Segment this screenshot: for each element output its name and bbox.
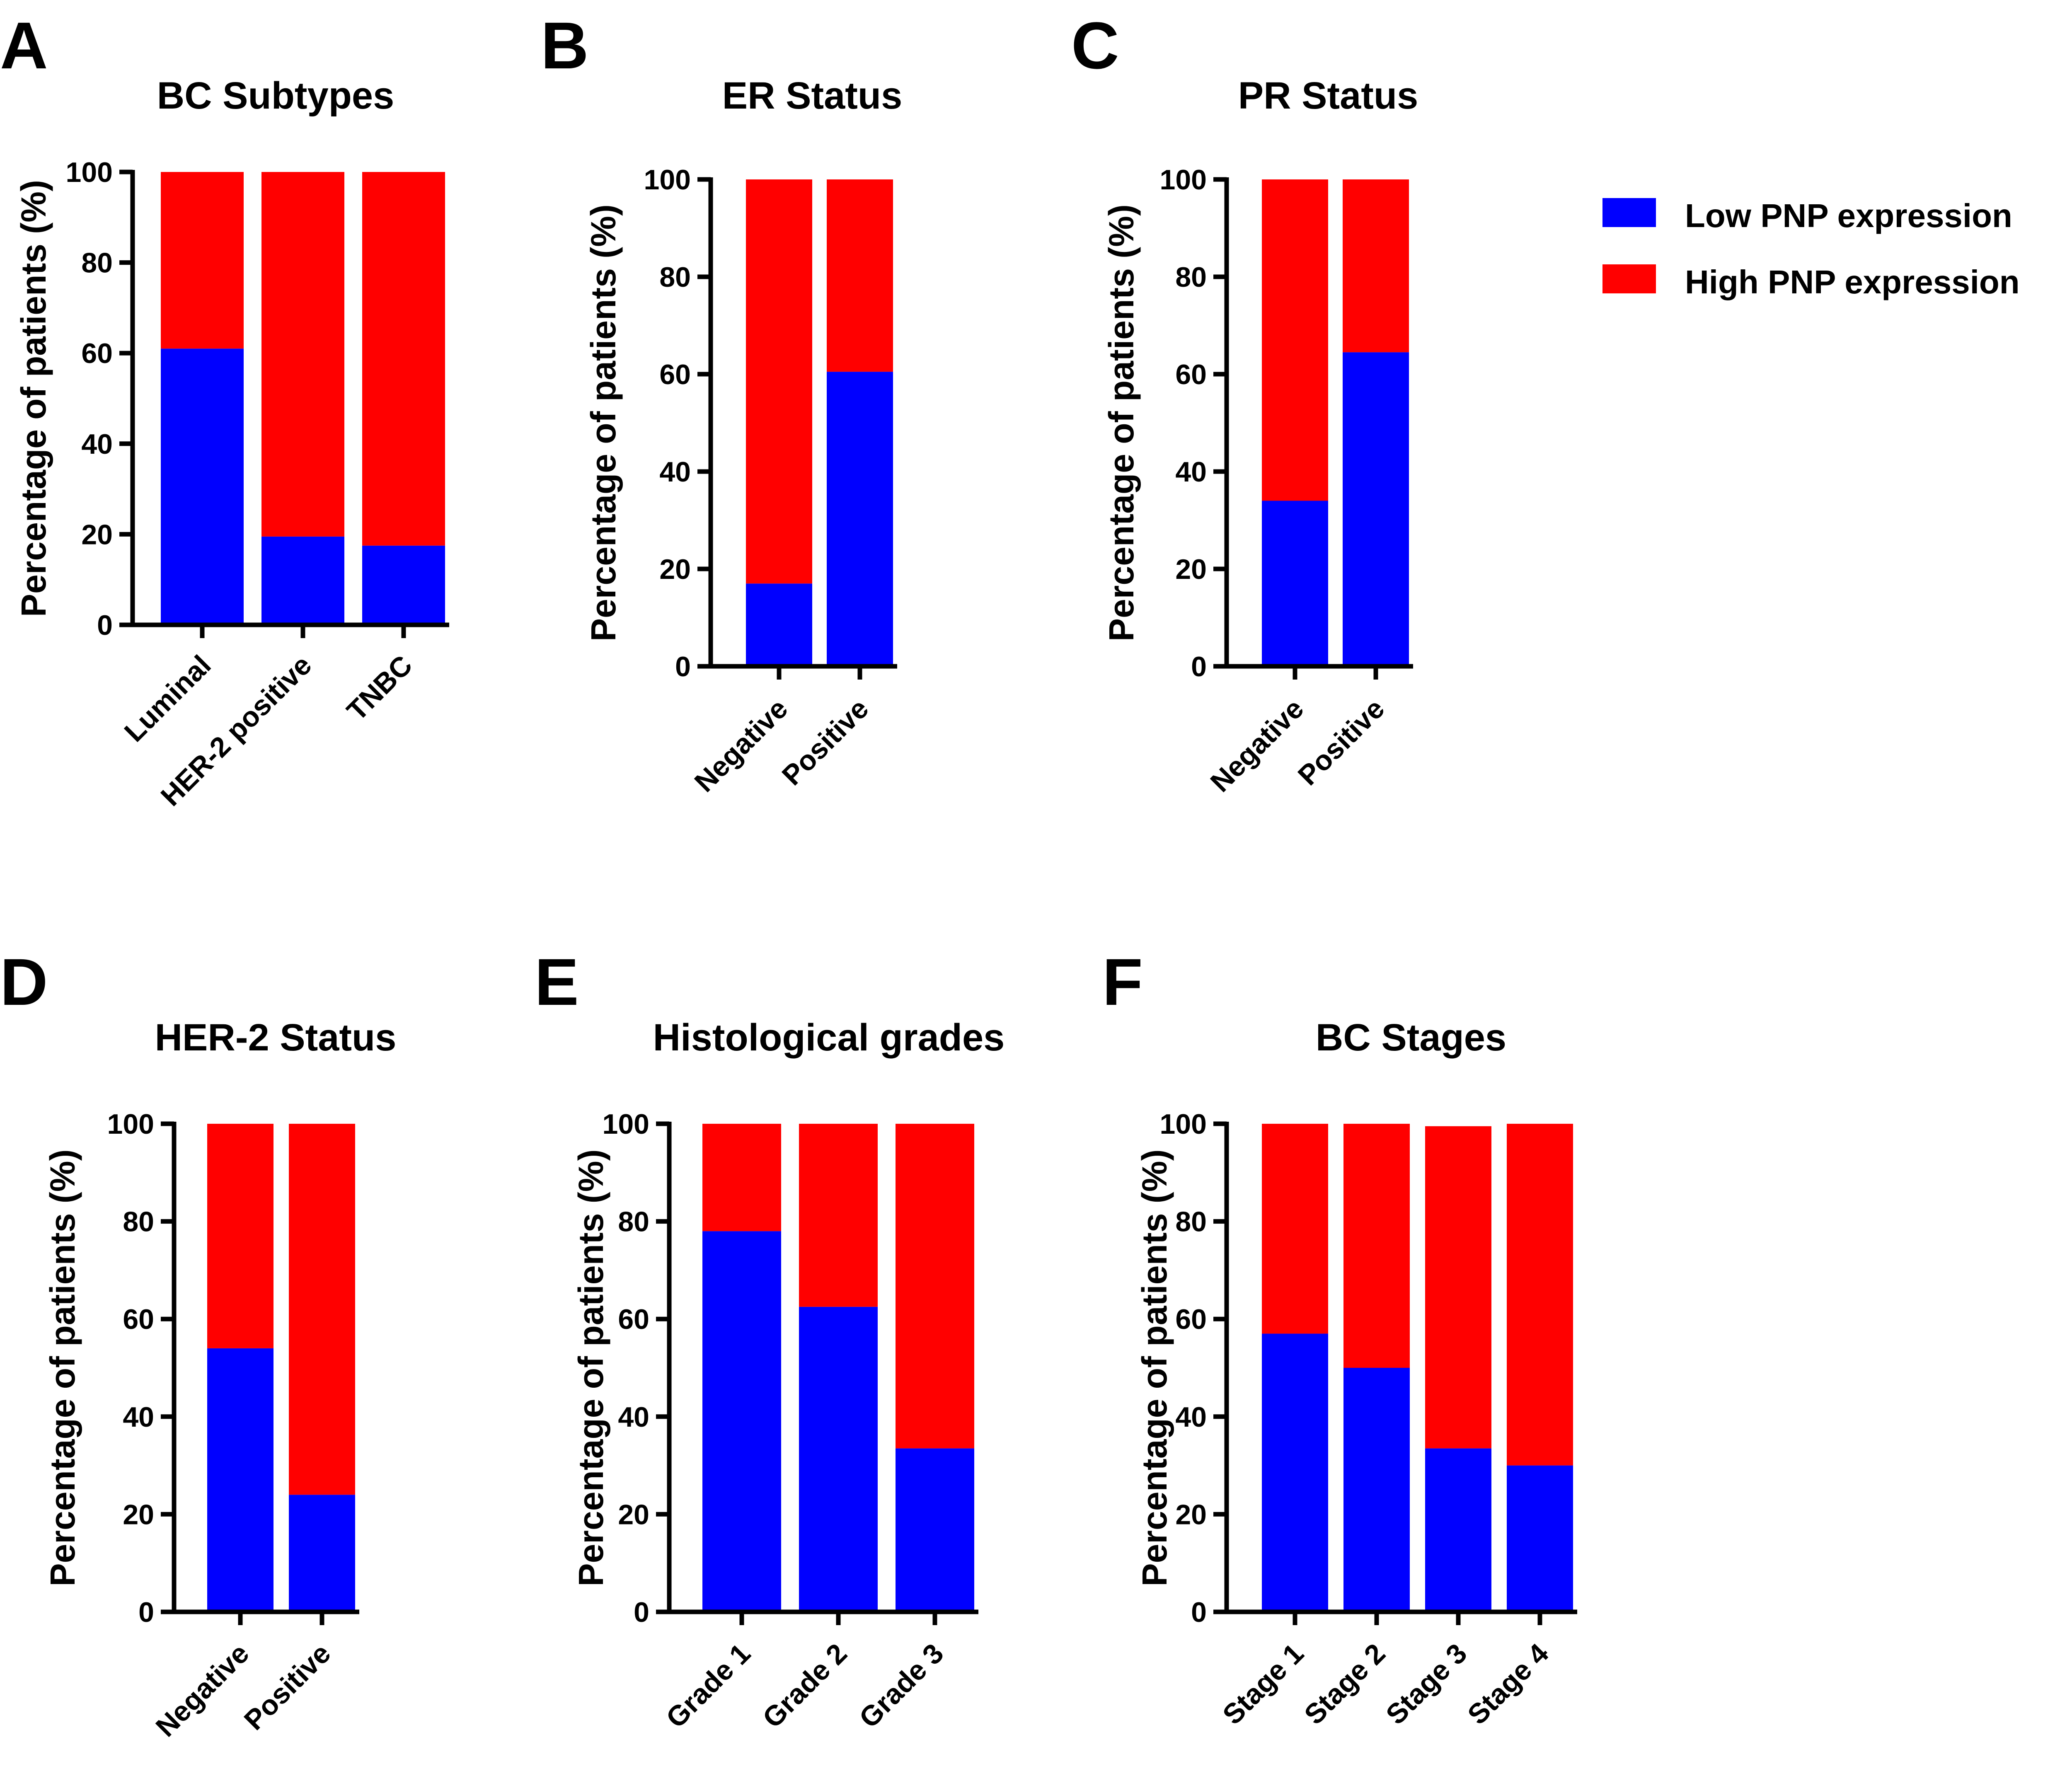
panel-c-letter: C	[1071, 8, 1119, 82]
panel-f-y-tick-label-40: 40	[1175, 1401, 1207, 1433]
legend-label-low: Low PNP expression	[1685, 197, 2012, 234]
panel-d-y-tick-label-20: 20	[123, 1499, 154, 1530]
panel-d-y-tick-label-80: 80	[123, 1206, 154, 1238]
panel-e-y-tick-label-80: 80	[618, 1206, 649, 1238]
panel-a-y-axis-label: Percentage of patients (%)	[14, 180, 53, 617]
panel-d-y-tick-label-60: 60	[123, 1304, 154, 1335]
panel-a-y-tick-label-20: 20	[81, 519, 113, 550]
panel-f-bar-low-2	[1343, 1368, 1410, 1612]
panel-a-bar-low-1	[161, 348, 244, 625]
panel-a-bar-low-2	[261, 536, 344, 625]
panel-f-letter: F	[1102, 945, 1143, 1019]
panel-f-bar-high-2	[1343, 1124, 1410, 1368]
panel-a-y-tick-label-80: 80	[81, 247, 113, 279]
panel-a-y-tick-label-60: 60	[81, 338, 113, 369]
panel-d-y-tick-label-0: 0	[138, 1597, 154, 1628]
panel-e-bar-low-2	[799, 1306, 878, 1612]
panel-f: F BC Stages Percentage of patients (%) 0 20 4…	[1102, 945, 1577, 1731]
panel-e-y-axis-label: Percentage of patients (%)	[571, 1149, 610, 1587]
panel-b-letter: B	[541, 8, 589, 82]
panel-e-bar-high-3	[896, 1124, 974, 1449]
panel-b-bar-high-2	[827, 179, 893, 372]
panel-e-bar-high-2	[799, 1124, 878, 1307]
panel-f-bar-low-4	[1507, 1465, 1573, 1612]
panel-c-y-tick-label-0: 0	[1191, 651, 1207, 682]
panel-a-y-tick-label-40: 40	[81, 428, 113, 460]
panel-b-y-tick-label-20: 20	[659, 554, 691, 585]
panel-a-title: BC Subtypes	[157, 75, 395, 117]
panel-a-bar-low-3	[362, 545, 445, 625]
panel-a-bar-high-3	[362, 172, 445, 546]
panel-f-y-axis-label: Percentage of patients (%)	[1135, 1149, 1174, 1587]
panel-c-y-tick-label-80: 80	[1175, 261, 1207, 293]
panel-c-title: PR Status	[1238, 75, 1418, 117]
panel-c-bar-low-1	[1262, 501, 1328, 666]
legend-label-high: High PNP expression	[1685, 264, 2020, 300]
legend-swatch-low	[1602, 198, 1656, 227]
panel-d-bar-low-2	[289, 1495, 355, 1612]
panel-d-letter: D	[0, 945, 48, 1019]
panel-c-y-axis-label: Percentage of patients (%)	[1102, 204, 1141, 641]
panel-e-bar-low-1	[702, 1231, 781, 1612]
panel-e-title: Histological grades	[653, 1016, 1005, 1059]
panel-d-y-axis-label: Percentage of patients (%)	[43, 1149, 82, 1587]
panel-d-y-tick-label-40: 40	[123, 1401, 154, 1433]
panel-f-y-tick-label-100: 100	[1160, 1108, 1207, 1140]
panel-a-bar-high-2	[261, 172, 344, 537]
panel-a-letter: A	[0, 8, 48, 82]
panel-e-y-tick-label-20: 20	[618, 1499, 649, 1530]
panel-d-y-tick-label-100: 100	[107, 1108, 154, 1140]
panel-c-y-tick-label-100: 100	[1160, 164, 1207, 196]
panel-c-bar-high-1	[1262, 179, 1328, 501]
panel-d-bar-low-1	[207, 1348, 274, 1612]
panel-a-y-tick-label-100: 100	[66, 157, 113, 188]
panel-e-y-tick-label-40: 40	[618, 1401, 649, 1433]
panel-f-bar-high-1	[1262, 1124, 1328, 1334]
panel-b-y-tick-label-80: 80	[659, 261, 691, 293]
panel-f-y-tick-label-20: 20	[1175, 1499, 1207, 1530]
panel-e-bar-low-3	[896, 1448, 974, 1612]
panel-f-bar-low-3	[1425, 1448, 1491, 1612]
panel-f-bar-high-3	[1425, 1126, 1491, 1449]
panel-a: A BC Subtypes Percentage of patients (%) 0 2…	[0, 8, 449, 812]
panel-b-bar-low-1	[746, 583, 812, 666]
panel-a-bar-high-1	[161, 172, 244, 349]
panel-f-y-tick-label-80: 80	[1175, 1206, 1207, 1238]
panel-e-y-tick-label-60: 60	[618, 1304, 649, 1335]
legend: Low PNP expression High PNP expression	[1602, 197, 2020, 300]
panel-c-bar-high-2	[1343, 179, 1409, 353]
panel-d-title: HER-2 Status	[155, 1016, 397, 1059]
panel-f-bar-low-1	[1262, 1333, 1328, 1612]
panel-e-letter: E	[535, 945, 579, 1019]
panel-c-y-tick-label-60: 60	[1175, 359, 1207, 390]
panel-c-y-tick-label-20: 20	[1175, 554, 1207, 585]
panel-f-title: BC Stages	[1316, 1016, 1506, 1059]
panel-b-bar-low-2	[827, 372, 893, 666]
panel-b-y-tick-label-0: 0	[675, 651, 691, 682]
panel-c: C PR Status Percentage of patients (%) 0 20 4…	[1071, 8, 1418, 798]
panel-a-y-tick-label-0: 0	[97, 610, 113, 641]
panel-d-bar-high-2	[289, 1124, 355, 1495]
panel-e-y-tick-label-100: 100	[603, 1108, 649, 1140]
panel-b-y-tick-label-100: 100	[644, 164, 691, 196]
panel-d-bar-high-1	[207, 1124, 274, 1348]
panel-b-title: ER Status	[722, 75, 903, 117]
panel-e-y-tick-label-0: 0	[634, 1597, 649, 1628]
legend-swatch-high	[1602, 264, 1656, 293]
panel-e-bar-high-1	[702, 1124, 781, 1231]
panel-b-y-tick-label-60: 60	[659, 359, 691, 390]
panel-f-y-tick-label-60: 60	[1175, 1304, 1207, 1335]
panel-b-y-tick-label-40: 40	[659, 456, 691, 488]
panel-c-bar-low-2	[1343, 352, 1409, 666]
panel-b-bar-high-1	[746, 179, 812, 584]
panel-c-y-tick-label-40: 40	[1175, 456, 1207, 488]
panel-b-y-axis-label: Percentage of patients (%)	[584, 204, 623, 641]
panel-f-bar-high-4	[1507, 1124, 1573, 1466]
panel-f-y-tick-label-0: 0	[1191, 1597, 1207, 1628]
